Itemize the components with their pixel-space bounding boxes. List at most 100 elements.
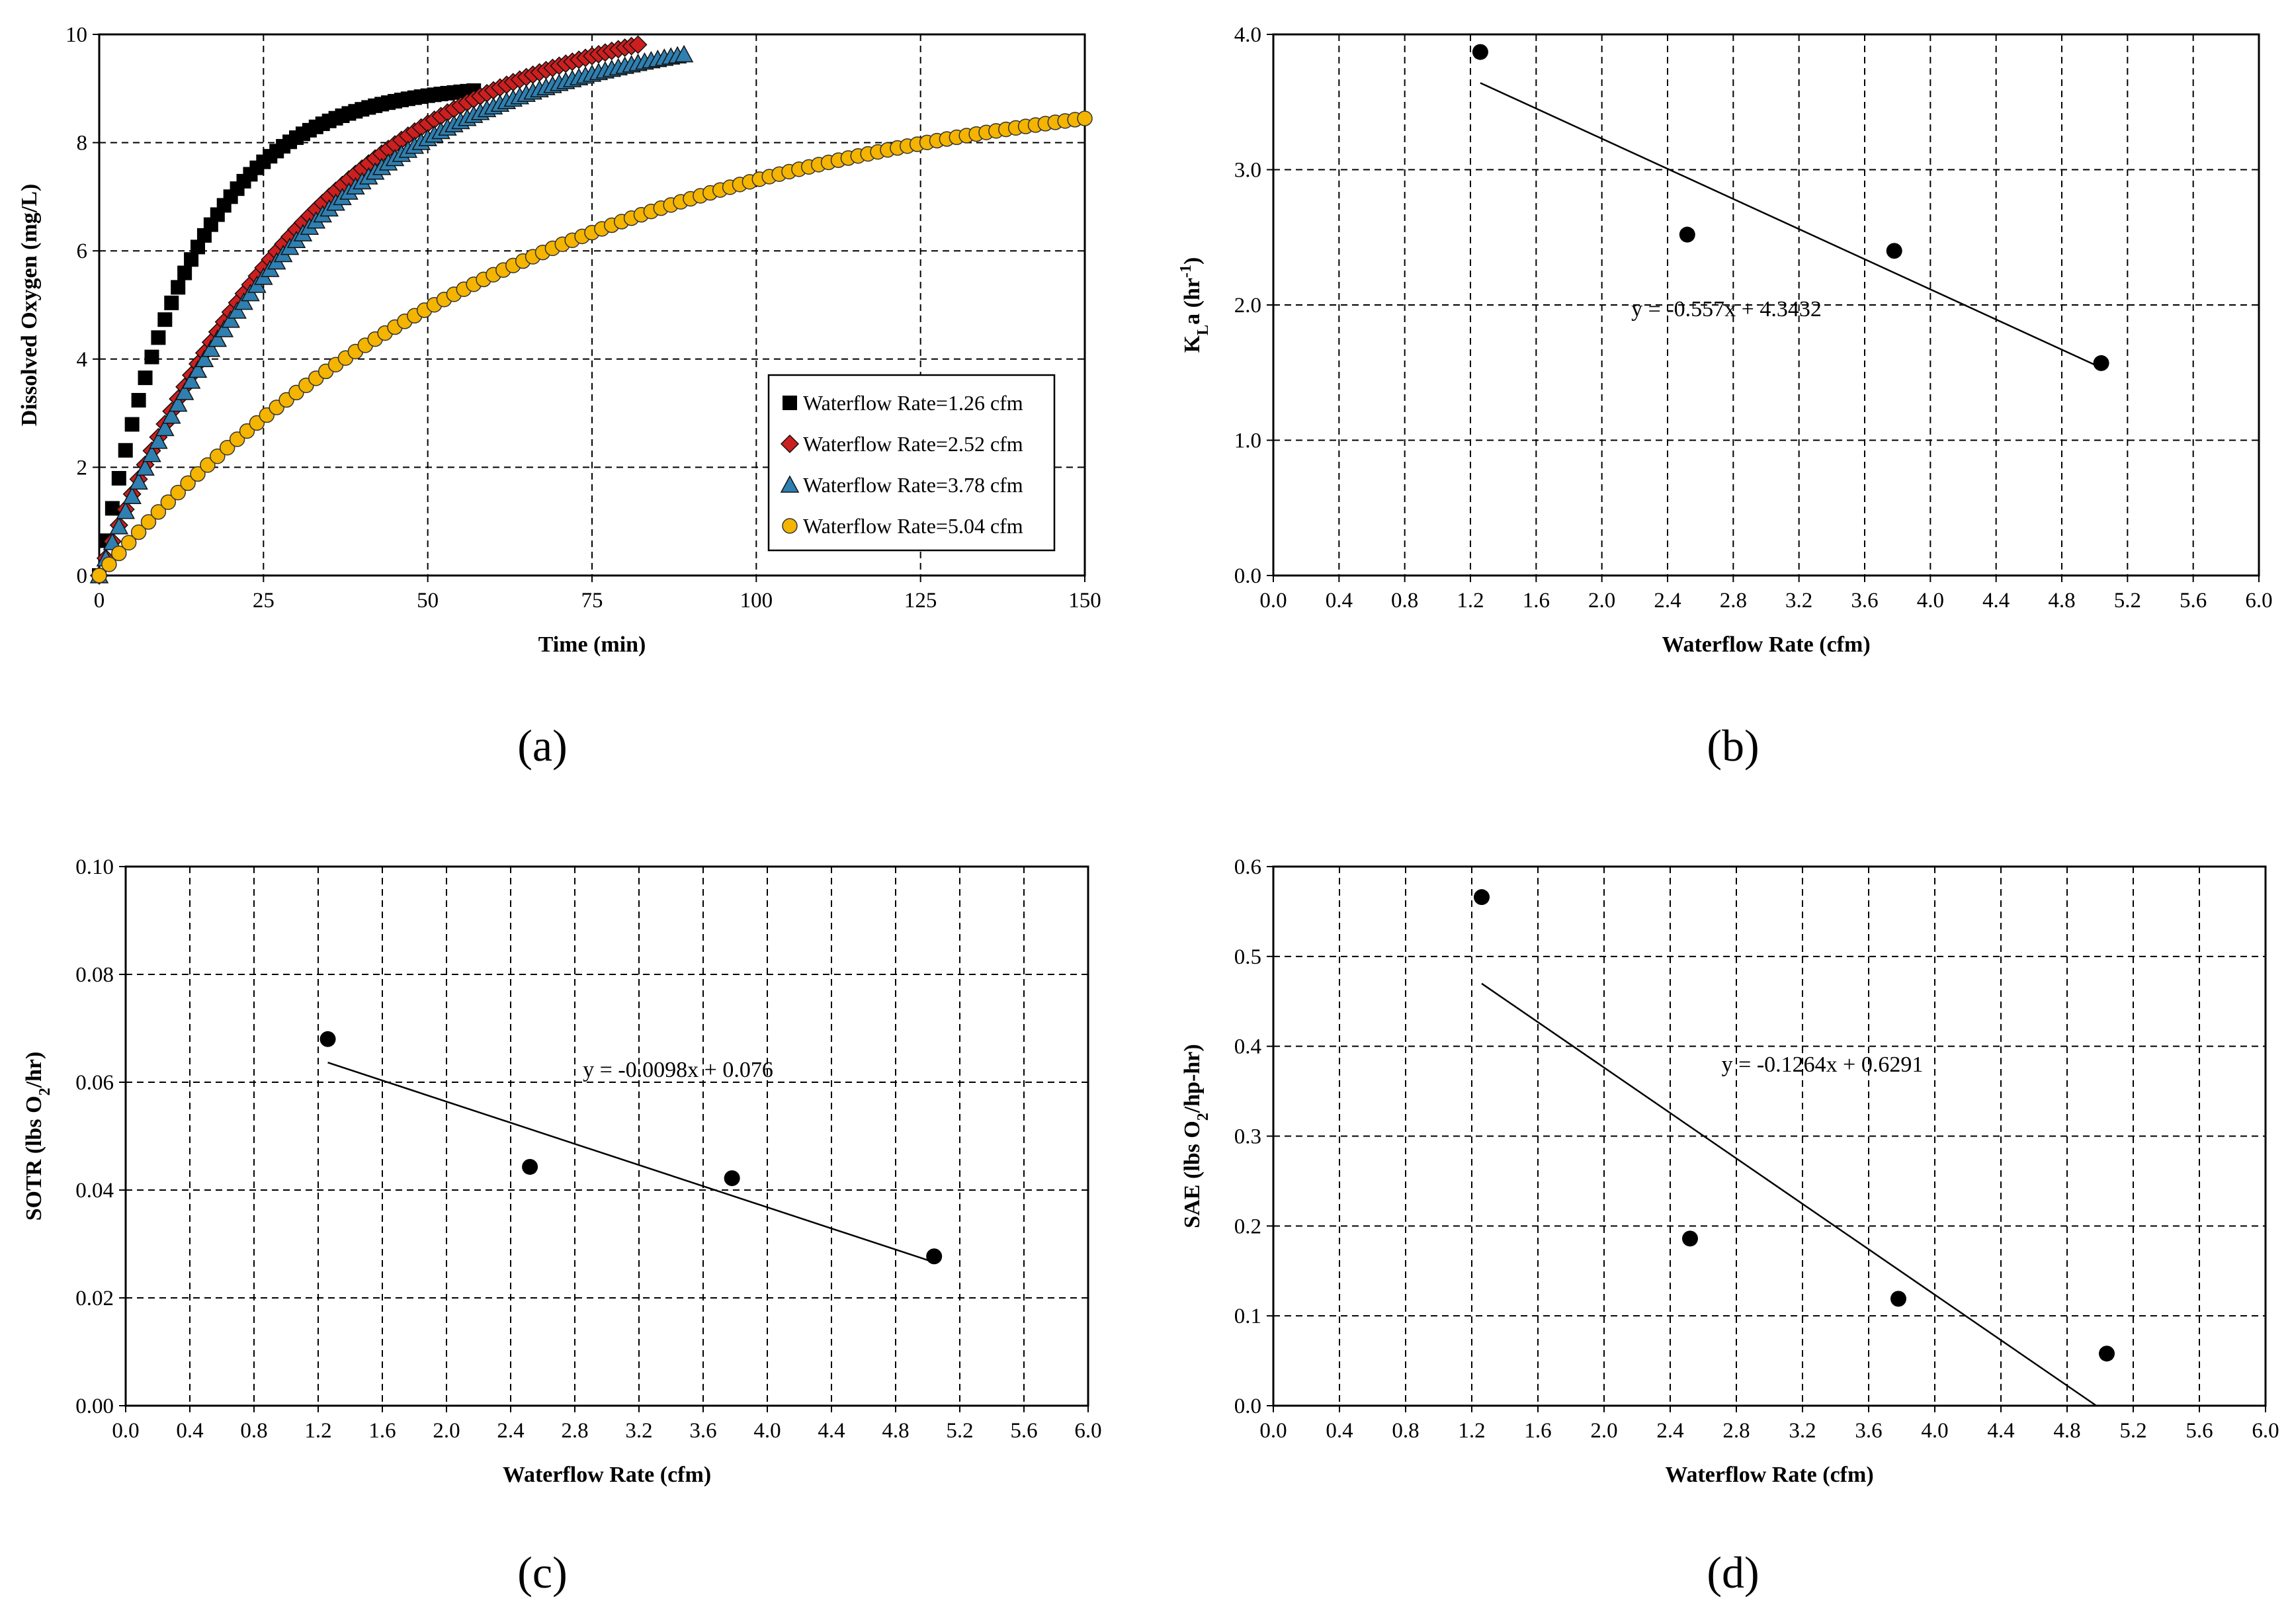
- data-point: [142, 445, 161, 462]
- x-tick-label: 0.4: [176, 1419, 203, 1443]
- y-tick-label: 0.08: [75, 963, 114, 987]
- data-point: [138, 370, 153, 386]
- plot-frame: [124, 865, 1089, 1407]
- data-point: [105, 501, 120, 516]
- x-tick-label: 6.0: [2245, 589, 2272, 613]
- data-point: [155, 418, 175, 437]
- data-point: [129, 472, 148, 490]
- x-axis-title: Waterflow Rate (cfm): [1662, 632, 1870, 657]
- data-point: [157, 312, 173, 327]
- y-tick-label: 0.4: [1234, 1035, 1261, 1059]
- x-tick-label: 1.6: [368, 1419, 396, 1443]
- x-tick-label: 4.8: [2048, 589, 2075, 613]
- y-tick-label: 0.3: [1234, 1125, 1261, 1149]
- x-tick-label: 2.8: [1722, 1419, 1750, 1443]
- data-point: [219, 439, 235, 456]
- x-tick-label: 0.0: [1259, 1419, 1287, 1443]
- data-point: [124, 417, 140, 432]
- x-tick-label: 2.8: [1720, 589, 1747, 613]
- x-tick-label: 0.4: [1326, 1419, 1353, 1443]
- x-tick-label: 0.8: [1391, 589, 1418, 613]
- y-axis-title: SAE (lbs O2/hp-hr): [1180, 1044, 1212, 1228]
- chart-panel-3: 0.0 0.4 0.8 1.2 1.6 2.0 2.4 2.8 3.2 3.6 4.0 4.4 4.8 5…: [22, 855, 1102, 1598]
- x-tick-label: 5.6: [2185, 1419, 2213, 1443]
- legend-label: Waterflow Rate=1.26 cfm: [803, 391, 1023, 415]
- data-point: [221, 310, 240, 328]
- panel-label: (c): [517, 1547, 567, 1598]
- data-point: [214, 320, 233, 337]
- x-tick-label: 5.2: [2119, 1419, 2146, 1443]
- data-point: [1474, 889, 1490, 906]
- x-tick-label: 4.0: [753, 1419, 781, 1443]
- x-tick-label: 5.2: [2114, 589, 2141, 613]
- trendline-equation: y = -0.1264x + 0.6291: [1722, 1052, 1924, 1077]
- x-tick-label: 5.2: [946, 1419, 973, 1443]
- data-point: [190, 466, 206, 482]
- data-point: [175, 382, 194, 400]
- y-tick-label: 3.0: [1234, 159, 1261, 183]
- x-tick-label: 75: [581, 589, 603, 613]
- plot-area: [126, 867, 1088, 1406]
- x-tick-label: 3.6: [1855, 1419, 1882, 1443]
- y-axis-title-part: SOTR (lbs O: [22, 1095, 46, 1220]
- x-tick-label: 0.8: [240, 1419, 267, 1443]
- x-tick-label: 25: [253, 589, 275, 613]
- legend-marker: [783, 396, 797, 410]
- data-point: [111, 545, 127, 562]
- y-tick-label: 0.10: [75, 855, 114, 879]
- chart-panel-1: 0 25 50 75 100 125 150 0 2 4 6 8 10 Time (min) Dissolv…: [17, 23, 1101, 771]
- data-point: [168, 394, 188, 412]
- y-tick-label: 0.06: [75, 1071, 114, 1095]
- y-axis-title-part: a (hr: [1180, 278, 1205, 325]
- legend-label: Waterflow Rate=5.04 cfm: [803, 514, 1023, 538]
- y-tick-label: 2: [77, 456, 88, 480]
- x-axis-title: Waterflow Rate (cfm): [503, 1463, 711, 1487]
- x-tick-label: 0.8: [1392, 1419, 1419, 1443]
- x-tick-label: 2.4: [1654, 589, 1681, 613]
- data-point: [164, 295, 179, 310]
- x-tick-label: 2.4: [497, 1419, 524, 1443]
- y-axis-title-part: /hr): [22, 1052, 46, 1089]
- x-tick-label: 1.6: [1523, 589, 1550, 613]
- data-point: [210, 448, 226, 464]
- data-point: [177, 265, 192, 280]
- x-tick-label: 50: [417, 589, 439, 613]
- legend-label: Waterflow Rate=3.78 cfm: [803, 473, 1023, 497]
- data-point: [208, 329, 228, 347]
- trendline: [327, 1062, 935, 1263]
- y-axis-title-part: -1: [1177, 265, 1195, 278]
- y-tick-label: 0: [77, 564, 88, 588]
- legend-marker: [780, 434, 800, 454]
- x-tick-label: 2.0: [433, 1419, 460, 1443]
- series-1: [92, 83, 482, 583]
- y-axis-title: Dissolved Oxygen (mg/L): [17, 184, 42, 426]
- x-tick-label: 2.8: [561, 1419, 588, 1443]
- x-axis-title: Time (min): [538, 632, 646, 657]
- x-tick-label: 150: [1068, 589, 1101, 613]
- data-point: [319, 1031, 336, 1047]
- data-point: [109, 517, 129, 534]
- x-tick-label: 0: [94, 589, 105, 613]
- data-point: [628, 35, 648, 54]
- legend-marker: [780, 475, 800, 493]
- x-tick-label: 0.0: [1259, 589, 1287, 613]
- x-tick-label: 4.0: [1921, 1419, 1948, 1443]
- data-point: [522, 1158, 538, 1175]
- y-tick-label: 0.0: [1234, 564, 1261, 588]
- data-point: [171, 280, 186, 295]
- y-axis-title: KLa (hr-1): [1177, 257, 1212, 353]
- data-point: [184, 252, 199, 267]
- legend-label: Waterflow Rate=2.52 cfm: [803, 432, 1023, 456]
- x-tick-label: 1.2: [304, 1419, 331, 1443]
- y-tick-label: 2.0: [1234, 294, 1261, 318]
- data-point: [201, 339, 221, 357]
- data-point: [180, 475, 196, 491]
- data-point: [131, 393, 146, 408]
- x-tick-label: 2.0: [1590, 1419, 1617, 1443]
- chart-panel-2: 0.0 0.4 0.8 1.2 1.6 2.0 2.4 2.8 3.2 3.6 4.0 4.4 4.8 5…: [1177, 23, 2273, 771]
- x-tick-label: 1.2: [1458, 1419, 1485, 1443]
- data-point: [116, 501, 135, 519]
- chart-panel-4: 0.0 0.4 0.8 1.2 1.6 2.0 2.4 2.8 3.2 3.6 4.0 4.4 4.8 5…: [1180, 855, 2279, 1598]
- trendline-equation: y = -0.0098x + 0.076: [583, 1058, 773, 1082]
- x-tick-label: 0.4: [1326, 589, 1353, 613]
